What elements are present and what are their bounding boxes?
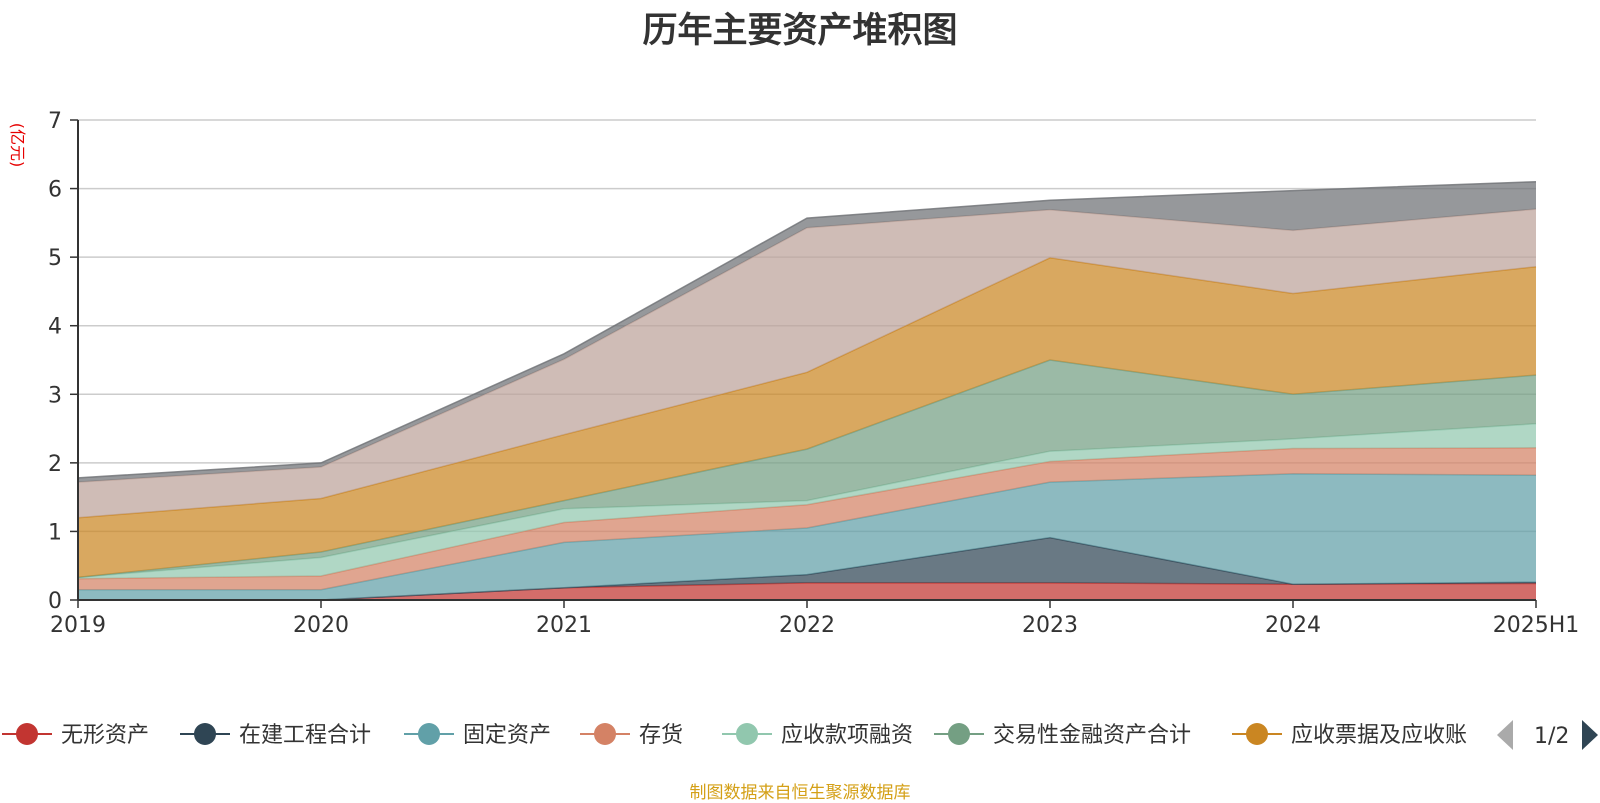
legend-prev-arrow-icon[interactable]	[1497, 720, 1513, 750]
legend-item[interactable]: 在建工程合计	[180, 723, 371, 748]
y-tick-label: 4	[48, 315, 62, 340]
legend-label: 应收票据及应收账	[1291, 723, 1467, 748]
x-tick-label: 2023	[1022, 613, 1078, 638]
legend-marker-icon	[418, 723, 440, 745]
legend-item[interactable]: 固定资产	[404, 723, 551, 748]
legend-item[interactable]: 交易性金融资产合计	[934, 723, 1191, 748]
legend-next-arrow-icon[interactable]	[1582, 720, 1598, 750]
x-tick-label: 2024	[1265, 613, 1321, 638]
legend-page-indicator: 1/2	[1534, 724, 1569, 749]
legend-item[interactable]: 无形资产	[2, 723, 149, 748]
y-tick-label: 3	[48, 383, 62, 408]
legend-marker-icon	[16, 723, 38, 745]
legend-marker-icon	[948, 723, 970, 745]
axes: 0 1 2 3 4 5 6 7 2019 2020 2021 2022 2023 2024 2025H1 (亿…	[8, 109, 1579, 638]
legend-item[interactable]: 应收款项融资	[722, 723, 913, 748]
y-tick-label: 7	[48, 109, 62, 134]
area-series-6[interactable]	[78, 257, 1536, 578]
x-tick-label: 2019	[50, 613, 106, 638]
legend-marker-icon	[194, 723, 216, 745]
y-tick-label: 2	[48, 452, 62, 477]
legend-marker-icon	[594, 723, 616, 745]
area-series-5[interactable]	[78, 360, 1536, 578]
x-tick-label: 2022	[779, 613, 835, 638]
legend[interactable]: 无形资产 在建工程合计 固定资产 存货 应收款项融资 交易性金融资产合计 应收票据及应收账 1…	[2, 720, 1598, 750]
legend-label: 在建工程合计	[239, 723, 371, 748]
legend-item[interactable]: 存货	[580, 723, 683, 748]
legend-marker-icon	[1246, 723, 1268, 745]
area-series-0[interactable]	[78, 582, 1536, 600]
y-tick-label: 5	[48, 246, 62, 271]
area-edge-8	[77, 180, 1537, 479]
y-tick-label: 0	[48, 589, 62, 614]
stacked-areas	[77, 180, 1537, 601]
area-series-3[interactable]	[78, 447, 1536, 590]
unit-label: (亿元)	[8, 123, 27, 168]
legend-item[interactable]: 应收票据及应收账	[1232, 723, 1467, 748]
area-series-2[interactable]	[78, 473, 1536, 600]
x-tick-label: 2025H1	[1493, 613, 1580, 638]
source-note: 制图数据来自恒生聚源数据库	[689, 783, 911, 803]
area-series-7[interactable]	[78, 209, 1536, 518]
legend-marker-icon	[736, 723, 758, 745]
y-tick-label: 6	[48, 178, 62, 203]
y-tick-label: 1	[48, 520, 62, 545]
legend-label: 固定资产	[463, 723, 551, 748]
legend-label: 应收款项融资	[781, 723, 913, 748]
chart-title: 历年主要资产堆积图	[642, 11, 958, 51]
x-tick-label: 2020	[293, 613, 349, 638]
legend-label: 交易性金融资产合计	[993, 723, 1191, 748]
legend-label: 无形资产	[61, 723, 149, 748]
x-tick-label: 2021	[536, 613, 592, 638]
area-series-8[interactable]	[78, 181, 1536, 483]
legend-label: 存货	[639, 723, 683, 748]
